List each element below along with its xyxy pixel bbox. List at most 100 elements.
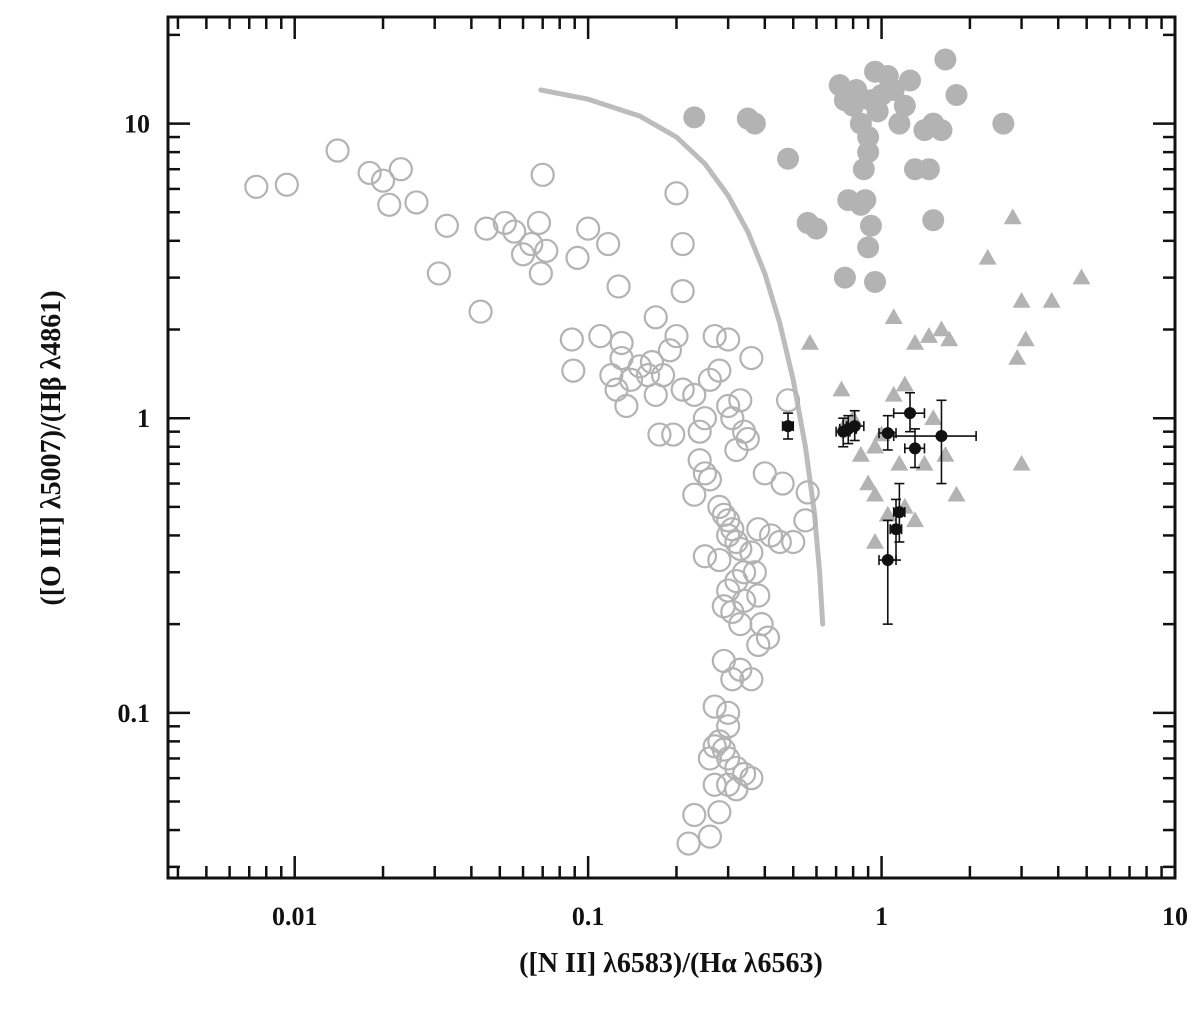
black-circle-point bbox=[881, 554, 894, 567]
open-circle-point bbox=[609, 330, 634, 356]
y-tick-label: 0.1 bbox=[118, 699, 151, 728]
filled-gray-circle-point bbox=[899, 69, 922, 92]
open-circle-point bbox=[606, 274, 631, 299]
open-circle-point bbox=[716, 523, 741, 548]
triangle-point bbox=[978, 248, 997, 265]
open-circle-point bbox=[670, 279, 695, 304]
triangle-point bbox=[947, 485, 966, 502]
open-circle-point bbox=[746, 583, 771, 608]
open-circle-point bbox=[474, 216, 499, 241]
triangle-point bbox=[906, 333, 925, 350]
triangle-point bbox=[859, 474, 878, 491]
open-circle-point bbox=[793, 508, 818, 533]
triangle-point bbox=[890, 454, 909, 471]
open-circle-point bbox=[707, 547, 732, 573]
triangle-point bbox=[940, 330, 959, 347]
black-circle-point bbox=[782, 420, 795, 433]
open-circle-point bbox=[325, 138, 350, 163]
open-circle-point bbox=[697, 746, 723, 771]
triangle-point bbox=[895, 375, 914, 392]
black-circle-point bbox=[935, 430, 948, 443]
triangle-point bbox=[932, 320, 951, 337]
open-circle-point bbox=[746, 632, 771, 658]
open-circle-point bbox=[426, 261, 451, 286]
open-circle-point bbox=[697, 824, 723, 849]
open-circle-point bbox=[728, 536, 753, 562]
open-circle-point bbox=[697, 467, 723, 492]
filled-gray-circle-point bbox=[992, 112, 1015, 135]
open-circle-point bbox=[618, 367, 644, 392]
axis-ticks bbox=[168, 17, 1177, 878]
x-tick-label: 1 bbox=[875, 902, 888, 931]
open-circle-point bbox=[576, 216, 601, 241]
filled-gray-circle-point bbox=[833, 266, 856, 289]
open-circle-point bbox=[728, 612, 753, 637]
filled-gray-circle-point bbox=[864, 270, 887, 293]
open-circle-point bbox=[565, 245, 590, 271]
open-circle-point bbox=[716, 327, 741, 352]
triangle-point bbox=[924, 409, 943, 425]
open-circle-point bbox=[687, 448, 712, 473]
open-circle-point bbox=[739, 345, 764, 371]
open-circle-point bbox=[670, 377, 695, 402]
open-circle-point bbox=[492, 210, 517, 236]
open-circle-point bbox=[775, 388, 801, 413]
triangle-point bbox=[936, 446, 955, 462]
filled-gray-circle-point bbox=[857, 236, 880, 259]
open-circle-point bbox=[702, 694, 727, 719]
black-circle-point bbox=[909, 442, 922, 455]
triangle-point bbox=[884, 308, 903, 325]
black-circle-point bbox=[881, 427, 894, 440]
open-circle-point bbox=[614, 393, 639, 419]
open-circle-point bbox=[370, 168, 396, 193]
open-circle-point bbox=[647, 422, 672, 447]
open-circle-point bbox=[664, 323, 689, 349]
triangle-point bbox=[832, 380, 851, 397]
open-circle-point bbox=[746, 517, 771, 542]
open-circle-point bbox=[596, 231, 621, 257]
black-circle-point bbox=[904, 407, 917, 420]
open-circle-point bbox=[357, 160, 382, 186]
open-circle-point bbox=[716, 746, 741, 771]
filled-gray-circle-point bbox=[852, 158, 875, 181]
open-circle-point bbox=[502, 219, 527, 244]
open-circle-point bbox=[767, 529, 792, 555]
filled-gray-circle-point bbox=[893, 94, 916, 117]
filled-gray-circle-point bbox=[857, 141, 880, 164]
open-circle-point bbox=[702, 772, 727, 797]
open-circle-point bbox=[707, 358, 732, 383]
filled-gray-circle-point bbox=[930, 119, 953, 142]
open-circle-point bbox=[434, 213, 459, 238]
open-circle-point bbox=[530, 162, 555, 187]
x-tick-label: 0.1 bbox=[572, 902, 605, 931]
open-circle-point bbox=[657, 338, 683, 363]
open-circle-point bbox=[561, 358, 586, 383]
open-circle-point bbox=[724, 437, 749, 463]
filled-gray-circle-point bbox=[917, 158, 940, 181]
filled-gray-circle-point bbox=[922, 209, 945, 232]
black-circle-point bbox=[848, 420, 861, 433]
triangle-point bbox=[884, 385, 903, 402]
open-circle-point bbox=[692, 406, 718, 431]
filled-gray-circle-point bbox=[888, 112, 911, 135]
open-circle-point bbox=[692, 461, 718, 486]
black-circle-point bbox=[890, 523, 903, 536]
triangle-point bbox=[915, 454, 934, 471]
open-circle-point bbox=[758, 523, 784, 548]
triangle-point bbox=[878, 505, 897, 522]
triangle-point bbox=[851, 446, 870, 462]
tick-labels: 0.01 0.1 1 10 0.1 1 10 bbox=[118, 110, 1189, 931]
triangle-point bbox=[866, 532, 885, 549]
open-circle-point bbox=[559, 327, 584, 352]
filled-gray-circle-point bbox=[859, 214, 882, 237]
triangle-point bbox=[1008, 349, 1027, 365]
open-circle-point bbox=[650, 363, 676, 388]
open-circle-point bbox=[661, 422, 686, 447]
open-circle-point bbox=[724, 777, 749, 802]
open-circle-point bbox=[682, 382, 707, 407]
open-circle-point bbox=[404, 190, 429, 215]
filled-gray-circle-point bbox=[777, 147, 800, 170]
open-circle-point bbox=[528, 261, 553, 286]
open-circle-point bbox=[468, 299, 493, 324]
